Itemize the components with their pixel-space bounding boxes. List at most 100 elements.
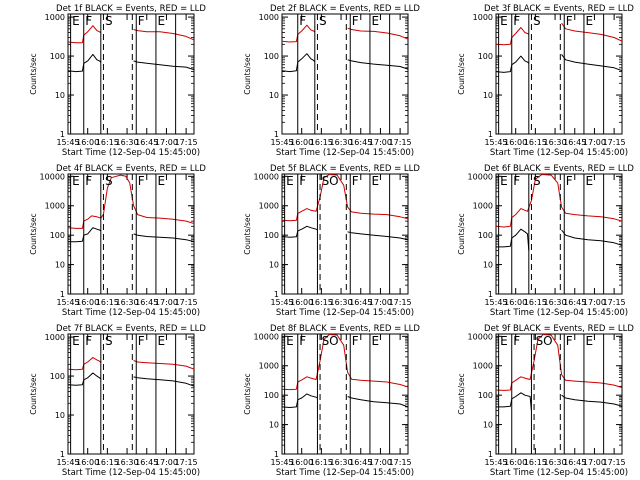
x-tick-label: 16:15 [96, 298, 119, 307]
x-tick-label: 17:00 [583, 138, 606, 147]
interval-marker-label: F [299, 334, 306, 348]
interval-marker-label: F [566, 174, 573, 188]
chart-panel-6: Det 6f BLACK = Events, RED = LLD 1 10 100 10… [457, 164, 634, 318]
x-axis-label: Start Time (12-Sep-04 15:45:00) [276, 308, 414, 318]
series-line-events [496, 392, 622, 411]
series-line-events [68, 227, 194, 243]
x-tick-label: 16:00 [290, 138, 313, 147]
series-group [282, 24, 408, 73]
series-line-lld [496, 174, 622, 228]
x-tick-label: 17:15 [175, 458, 198, 467]
y-tick-label: 100 [478, 52, 493, 61]
chart-title: Det 9f BLACK = Events, RED = LLD [484, 324, 634, 334]
x-tick-label: 17:15 [603, 298, 626, 307]
x-tick-label: 17:00 [155, 298, 178, 307]
chart-panel-1: Det 1f BLACK = Events, RED = LLD 1 10 100 10… [29, 4, 206, 158]
y-tick-label: 100 [264, 231, 279, 240]
interval-marker-label: F [566, 334, 573, 348]
y-tick-label: 1000 [473, 362, 493, 371]
x-tick-label: 16:15 [310, 458, 333, 467]
series-group [68, 25, 194, 73]
series-group [282, 334, 408, 408]
chart-title: Det 7f BLACK = Events, RED = LLD [56, 324, 206, 334]
x-tick-label: 16:15 [96, 458, 119, 467]
y-tick-label: 1 [488, 450, 493, 459]
y-axis-label: Counts/sec [457, 213, 466, 254]
interval-marker-label: E [286, 174, 294, 188]
interval-marker-label: E [585, 334, 593, 348]
y-tick-label: 100 [50, 52, 65, 61]
interval-marker-label: SO [322, 174, 339, 188]
y-tick-label: 1000 [259, 13, 279, 22]
y-tick-label: 1 [60, 130, 65, 139]
x-tick-label: 15:45 [270, 298, 293, 307]
chart-panel-2: Det 2f BLACK = Events, RED = LLD 1 10 100 10… [243, 4, 420, 158]
interval-marker-label: E [500, 334, 508, 348]
x-tick-label: 17:00 [155, 138, 178, 147]
interval-marker-label: F [513, 334, 520, 348]
y-tick-label: 1 [488, 130, 493, 139]
x-tick-label: 16:30 [330, 138, 353, 147]
y-tick-label: 100 [50, 231, 65, 240]
chart-title: Det 8f BLACK = Events, RED = LLD [270, 324, 420, 334]
x-tick-label: 16:30 [116, 138, 139, 147]
x-tick-label: 16:00 [76, 298, 99, 307]
chart-panel-5: Det 5f BLACK = Events, RED = LLD 1 10 100 10… [243, 164, 420, 318]
x-tick-label: 16:30 [330, 298, 353, 307]
plot-frame [67, 333, 195, 455]
plot-frame [67, 13, 195, 135]
x-tick-label: 17:00 [583, 458, 606, 467]
y-axis-label: Counts/sec [243, 213, 252, 254]
series-line-events [282, 53, 408, 73]
x-tick-label: 16:30 [116, 458, 139, 467]
chart-title: Det 3f BLACK = Events, RED = LLD [484, 4, 634, 14]
interval-marker-label: E [157, 334, 165, 348]
series-line-lld [282, 334, 408, 391]
x-tick-label: 17:00 [369, 138, 392, 147]
interval-marker-label: SO [536, 334, 553, 348]
y-axis-label: Counts/sec [457, 53, 466, 94]
y-axis-label: Counts/sec [29, 213, 38, 254]
interval-marker-label: S [105, 174, 113, 188]
series-group [496, 334, 622, 411]
x-tick-label: 17:15 [603, 138, 626, 147]
y-tick-label: 10 [55, 411, 65, 420]
x-tick-label: 17:15 [389, 298, 412, 307]
series-line-lld [68, 357, 194, 371]
x-tick-label: 16:00 [504, 458, 527, 467]
x-tick-label: 16:45 [349, 298, 372, 307]
x-tick-label: 16:30 [544, 458, 567, 467]
x-tick-label: 15:45 [484, 138, 507, 147]
x-tick-label: 15:45 [56, 298, 79, 307]
chart-panel-3: Det 3f BLACK = Events, RED = LLD 1 10 100 10… [457, 4, 634, 158]
interval-marker-label: F [299, 14, 306, 28]
series-line-events [496, 228, 622, 251]
y-tick-label: 10 [55, 261, 65, 270]
interval-marker-label: E [585, 174, 593, 188]
x-tick-label: 17:00 [583, 298, 606, 307]
series-line-lld [496, 334, 622, 391]
interval-marker-label: S [319, 14, 327, 28]
interval-marker-label: F [352, 14, 359, 28]
x-tick-label: 17:00 [155, 458, 178, 467]
y-tick-label: 1000 [45, 13, 65, 22]
interval-marker-label: F [85, 334, 92, 348]
series-group [282, 174, 408, 241]
x-tick-label: 16:45 [135, 298, 158, 307]
y-tick-label: 10000 [254, 172, 279, 181]
x-tick-label: 17:15 [389, 138, 412, 147]
series-line-events [68, 372, 194, 387]
x-tick-label: 17:15 [175, 138, 198, 147]
chart-title: Det 2f BLACK = Events, RED = LLD [270, 4, 420, 14]
y-axis-label: Counts/sec [457, 373, 466, 414]
interval-marker-label: E [371, 14, 379, 28]
y-tick-label: 100 [478, 231, 493, 240]
x-tick-label: 16:45 [563, 298, 586, 307]
y-tick-label: 1 [60, 290, 65, 299]
y-tick-label: 10000 [468, 332, 493, 341]
x-tick-label: 16:45 [135, 138, 158, 147]
interval-marker-label: F [513, 14, 520, 28]
y-axis-label: Counts/sec [243, 53, 252, 94]
x-axis-label: Start Time (12-Sep-04 15:45:00) [490, 148, 628, 158]
